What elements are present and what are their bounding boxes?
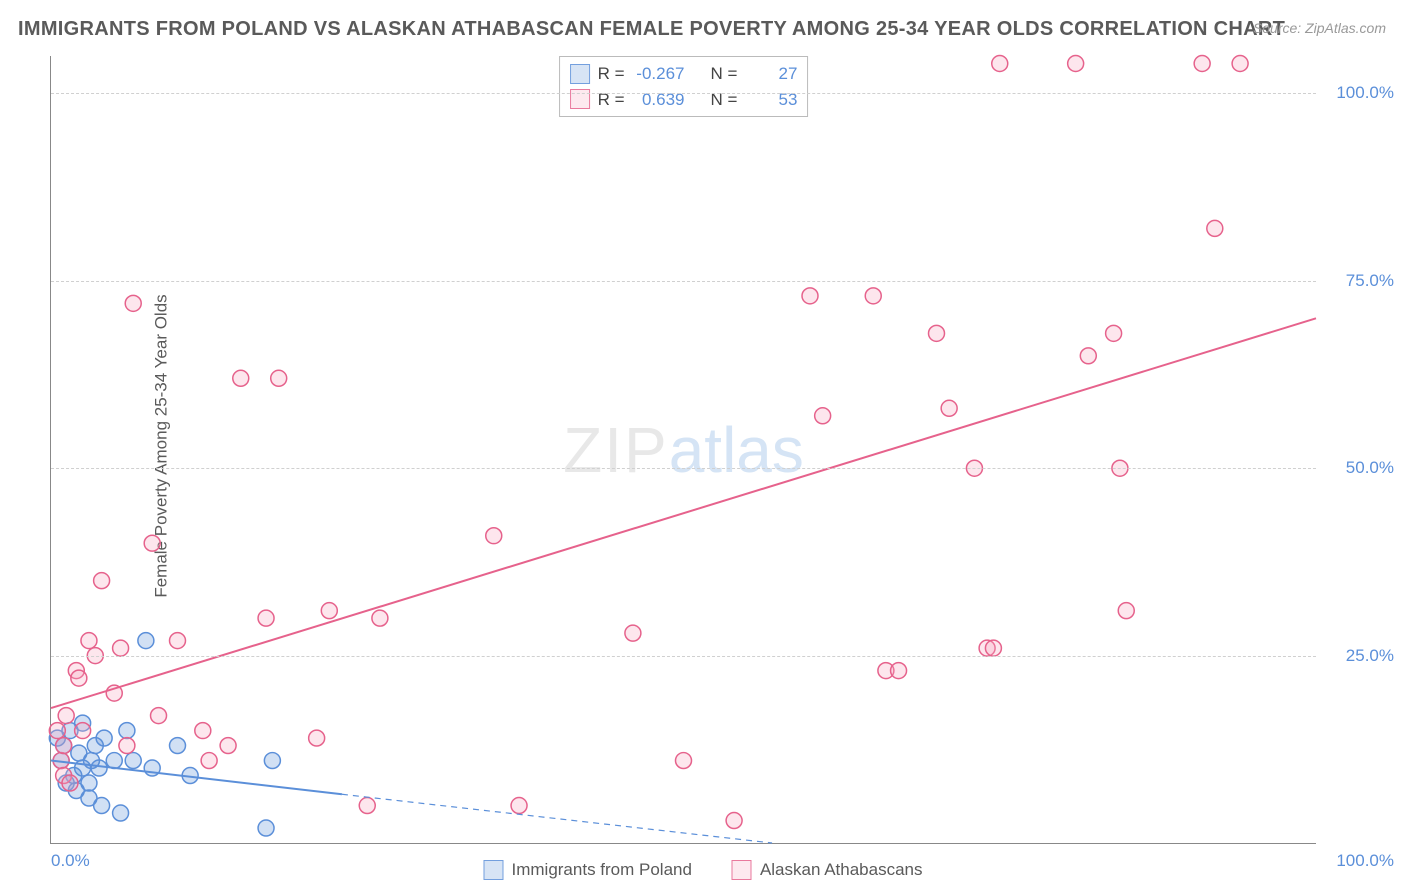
scatter-point-athabascan [201, 753, 217, 769]
scatter-point-athabascan [985, 640, 1001, 656]
stats-legend: R = -0.267 N = 27 R = 0.639 N = 53 [559, 56, 809, 117]
scatter-point-athabascan [125, 295, 141, 311]
r-label: R = [598, 87, 625, 113]
scatter-point-athabascan [1232, 56, 1248, 72]
scatter-point-athabascan [941, 400, 957, 416]
r-label: R = [598, 61, 625, 87]
trend-line-dashed-poland [342, 794, 772, 843]
scatter-point-athabascan [271, 370, 287, 386]
n-label: N = [711, 87, 738, 113]
r-value-poland: -0.267 [633, 61, 685, 87]
scatter-point-poland [264, 753, 280, 769]
source-label: Source: ZipAtlas.com [1253, 20, 1386, 36]
scatter-point-athabascan [802, 288, 818, 304]
scatter-point-athabascan [49, 723, 65, 739]
scatter-point-poland [106, 753, 122, 769]
scatter-point-poland [119, 723, 135, 739]
y-tick-label: 100.0% [1336, 83, 1394, 103]
scatter-point-athabascan [119, 738, 135, 754]
gridline-h [51, 281, 1316, 282]
swatch-athabascan-icon [570, 89, 590, 109]
scatter-point-poland [91, 760, 107, 776]
stats-row-athabascan: R = 0.639 N = 53 [570, 87, 798, 113]
plot-svg [51, 56, 1316, 843]
scatter-point-athabascan [815, 408, 831, 424]
scatter-point-athabascan [75, 723, 91, 739]
scatter-point-athabascan [151, 708, 167, 724]
n-value-poland: 27 [745, 61, 797, 87]
scatter-point-poland [170, 738, 186, 754]
scatter-point-athabascan [94, 573, 110, 589]
scatter-point-athabascan [359, 798, 375, 814]
scatter-point-athabascan [486, 528, 502, 544]
scatter-point-athabascan [113, 640, 129, 656]
correlation-chart: IMMIGRANTS FROM POLAND VS ALASKAN ATHABA… [0, 0, 1406, 892]
scatter-point-poland [96, 730, 112, 746]
scatter-point-poland [125, 753, 141, 769]
scatter-point-athabascan [1106, 325, 1122, 341]
r-value-athabascan: 0.639 [633, 87, 685, 113]
n-label: N = [711, 61, 738, 87]
scatter-point-poland [94, 798, 110, 814]
scatter-point-athabascan [1080, 348, 1096, 364]
legend-item-poland: Immigrants from Poland [483, 860, 691, 880]
scatter-point-poland [138, 633, 154, 649]
n-value-athabascan: 53 [745, 87, 797, 113]
scatter-point-athabascan [992, 56, 1008, 72]
scatter-point-athabascan [62, 775, 78, 791]
gridline-h [51, 468, 1316, 469]
scatter-point-athabascan [891, 663, 907, 679]
scatter-point-athabascan [144, 535, 160, 551]
x-tick-label-left: 0.0% [51, 851, 90, 871]
scatter-point-athabascan [233, 370, 249, 386]
gridline-h [51, 656, 1316, 657]
y-tick-label: 25.0% [1346, 646, 1394, 666]
scatter-point-athabascan [676, 753, 692, 769]
scatter-point-athabascan [726, 813, 742, 829]
scatter-point-athabascan [1194, 56, 1210, 72]
legend-label-athabascan: Alaskan Athabascans [760, 860, 923, 880]
scatter-point-athabascan [625, 625, 641, 641]
scatter-point-athabascan [220, 738, 236, 754]
scatter-point-athabascan [258, 610, 274, 626]
legend-item-athabascan: Alaskan Athabascans [732, 860, 923, 880]
scatter-point-athabascan [1207, 220, 1223, 236]
scatter-point-poland [81, 775, 97, 791]
scatter-point-athabascan [81, 633, 97, 649]
plot-area: ZIPatlas R = -0.267 N = 27 R = 0.639 N =… [50, 56, 1316, 844]
swatch-athabascan-icon [732, 860, 752, 880]
scatter-point-poland [113, 805, 129, 821]
scatter-point-athabascan [71, 670, 87, 686]
scatter-point-athabascan [58, 708, 74, 724]
scatter-point-poland [258, 820, 274, 836]
scatter-point-athabascan [511, 798, 527, 814]
swatch-poland-icon [483, 860, 503, 880]
scatter-point-athabascan [309, 730, 325, 746]
scatter-point-athabascan [321, 603, 337, 619]
scatter-point-athabascan [56, 738, 72, 754]
scatter-point-athabascan [372, 610, 388, 626]
x-tick-label-right: 100.0% [1336, 851, 1394, 871]
y-tick-label: 75.0% [1346, 271, 1394, 291]
scatter-point-athabascan [929, 325, 945, 341]
scatter-point-athabascan [195, 723, 211, 739]
scatter-point-athabascan [1068, 56, 1084, 72]
legend-label-poland: Immigrants from Poland [511, 860, 691, 880]
bottom-legend: Immigrants from Poland Alaskan Athabasca… [483, 860, 922, 880]
scatter-point-athabascan [1118, 603, 1134, 619]
scatter-point-athabascan [170, 633, 186, 649]
y-tick-label: 50.0% [1346, 458, 1394, 478]
gridline-h [51, 93, 1316, 94]
swatch-poland-icon [570, 64, 590, 84]
stats-row-poland: R = -0.267 N = 27 [570, 61, 798, 87]
chart-title: IMMIGRANTS FROM POLAND VS ALASKAN ATHABA… [18, 18, 1285, 41]
scatter-point-athabascan [865, 288, 881, 304]
